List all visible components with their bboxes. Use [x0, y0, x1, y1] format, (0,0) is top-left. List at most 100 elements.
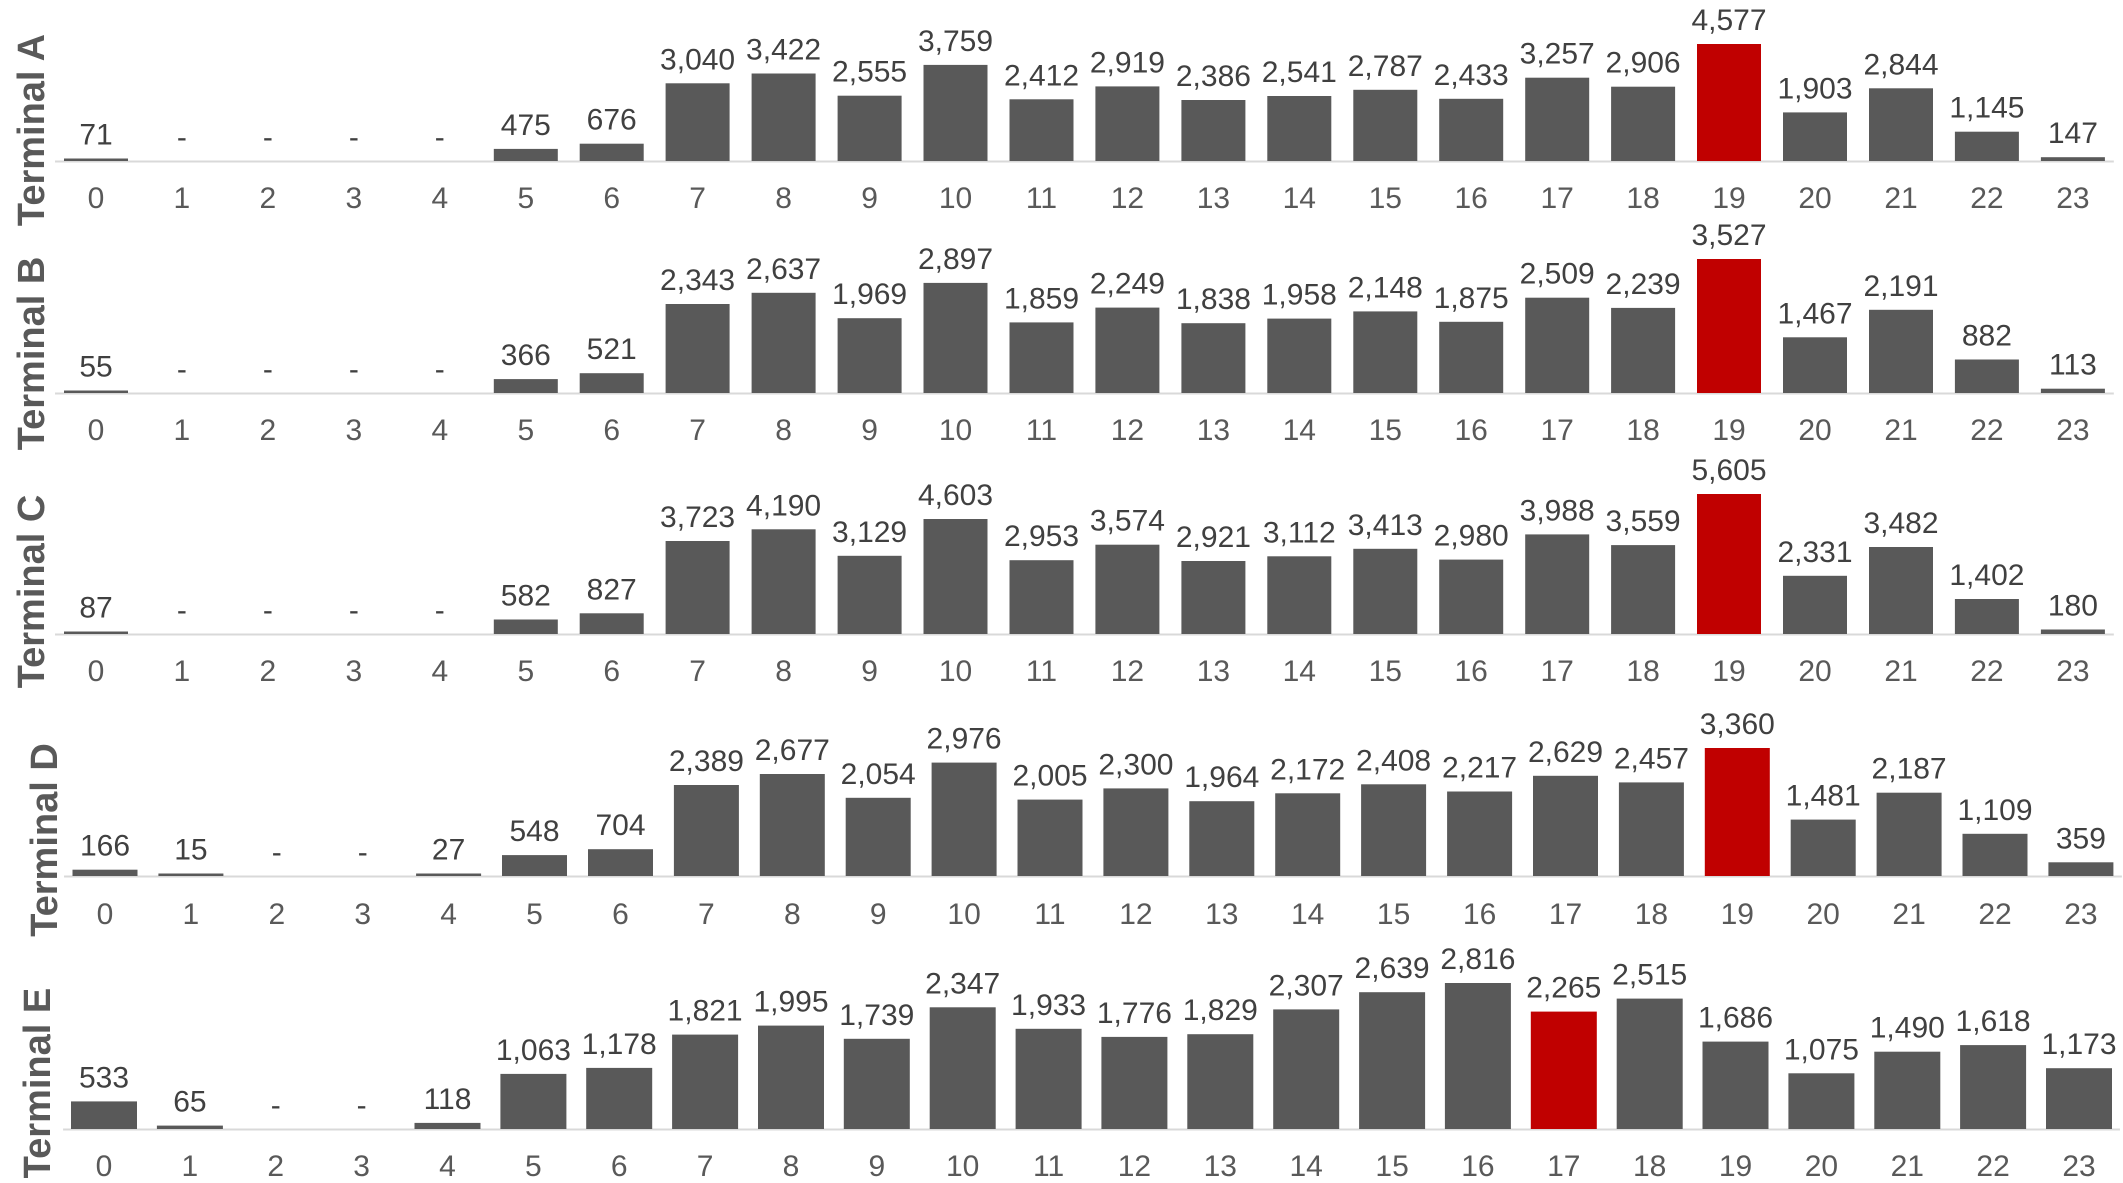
data-label: 2,249	[1090, 268, 1165, 301]
x-tick-label: 21	[1884, 182, 1917, 215]
data-label: -	[435, 594, 445, 627]
data-label: 1,776	[1097, 997, 1172, 1030]
bar	[64, 158, 128, 161]
x-tick-label: 6	[603, 655, 620, 688]
bar	[1876, 792, 1942, 876]
bar	[1275, 793, 1341, 876]
data-label: 2,386	[1176, 60, 1251, 93]
bar	[71, 1101, 137, 1129]
bar	[1525, 297, 1590, 393]
data-label: -	[263, 353, 273, 386]
x-tick-label: 1	[174, 655, 191, 688]
data-label: 366	[501, 339, 551, 372]
x-tick-label: 5	[517, 414, 534, 447]
bar	[929, 1007, 996, 1129]
data-label: 475	[501, 109, 551, 142]
data-label: 3,759	[918, 25, 993, 58]
bar	[1954, 359, 2019, 393]
bar	[1181, 100, 1246, 161]
data-label: 1,969	[832, 278, 907, 311]
data-label: 2,976	[927, 723, 1002, 756]
data-label: 2,433	[1434, 59, 1509, 92]
data-label: 4,190	[746, 489, 821, 522]
data-label: 1,109	[1957, 794, 2032, 827]
data-label: 3,723	[660, 501, 735, 534]
bar	[1353, 89, 1418, 161]
bar	[1267, 318, 1332, 393]
bar	[493, 148, 558, 161]
x-tick-label: 16	[1455, 414, 1488, 447]
data-label: 2,921	[1176, 521, 1251, 554]
x-tick-label: 3	[353, 1150, 370, 1178]
x-tick-label: 23	[2064, 898, 2097, 931]
bar	[1009, 99, 1074, 161]
data-label: 3,527	[1691, 219, 1766, 252]
bar	[837, 318, 902, 393]
data-label: 2,555	[832, 56, 907, 89]
x-tick-label: 9	[861, 655, 878, 688]
x-tick-label: 12	[1119, 898, 1152, 931]
data-label: -	[263, 121, 273, 154]
panel-2: Terminal C 87 0 - 1 - 2 - 3 - 4 582 5 827 6 3,723 7 4,190…	[11, 454, 2114, 688]
bar	[1103, 788, 1169, 876]
data-label: -	[271, 1089, 281, 1122]
bar	[931, 762, 997, 876]
data-label: 1,173	[2041, 1028, 2116, 1061]
data-label: 1,618	[1956, 1005, 2031, 1038]
bar	[1954, 131, 2019, 161]
bar	[1525, 534, 1590, 634]
highlighted-bar	[1697, 259, 1761, 393]
bar	[2040, 388, 2105, 393]
bar	[837, 555, 902, 634]
data-label: 827	[587, 573, 637, 606]
data-label: 1,875	[1434, 282, 1509, 315]
x-tick-label: 19	[1712, 414, 1745, 447]
bar	[1101, 1036, 1168, 1129]
x-tick-label: 16	[1463, 898, 1496, 931]
data-label: 2,906	[1606, 47, 1681, 80]
bar	[923, 282, 988, 393]
data-label: 1,402	[1949, 559, 2024, 592]
x-tick-label: 17	[1547, 1150, 1580, 1178]
x-tick-label: 22	[1976, 1150, 2009, 1178]
bar	[1361, 784, 1427, 876]
x-tick-label: 12	[1111, 655, 1144, 688]
data-label: 1,995	[753, 986, 828, 1019]
data-label: 2,191	[1863, 270, 1938, 303]
panel-title: Terminal A	[11, 34, 53, 226]
bar	[751, 292, 816, 393]
data-label: 3,360	[1700, 708, 1775, 741]
data-label: 1,958	[1262, 279, 1337, 312]
x-tick-label: 22	[1970, 655, 2003, 688]
x-tick-label: 19	[1712, 655, 1745, 688]
bar	[673, 785, 739, 876]
panel-title: Terminal E	[17, 988, 59, 1178]
x-tick-label: 7	[689, 182, 706, 215]
data-label: 2,515	[1612, 959, 1687, 992]
x-tick-label: 13	[1197, 414, 1230, 447]
bar	[1702, 1041, 1769, 1129]
bar	[1611, 545, 1676, 634]
panel-0: Terminal A 71 0 - 1 - 2 - 3 - 4 475 5 676 6 3,040 7 3,422…	[11, 4, 2114, 226]
x-tick-label: 18	[1635, 898, 1668, 931]
data-label: 676	[587, 104, 637, 137]
data-label: 1,821	[668, 995, 743, 1028]
data-label: 882	[1962, 320, 2012, 353]
x-tick-label: 3	[346, 655, 363, 688]
data-label: 2,844	[1863, 48, 1938, 81]
data-label: 2,639	[1355, 952, 1430, 985]
highlighted-bar	[1530, 1011, 1597, 1129]
data-label: 2,412	[1004, 59, 1079, 92]
data-label: 1,490	[1870, 1012, 1945, 1045]
data-label: 2,054	[841, 758, 916, 791]
data-label: 2,629	[1528, 736, 1603, 769]
x-tick-label: 17	[1541, 182, 1574, 215]
x-tick-label: 20	[1798, 655, 1831, 688]
x-tick-label: 3	[354, 898, 371, 931]
panel-title: Terminal D	[24, 743, 66, 937]
data-label: 582	[501, 580, 551, 613]
x-tick-label: 7	[689, 414, 706, 447]
x-tick-label: 21	[1884, 655, 1917, 688]
data-label: 4,577	[1691, 4, 1766, 37]
